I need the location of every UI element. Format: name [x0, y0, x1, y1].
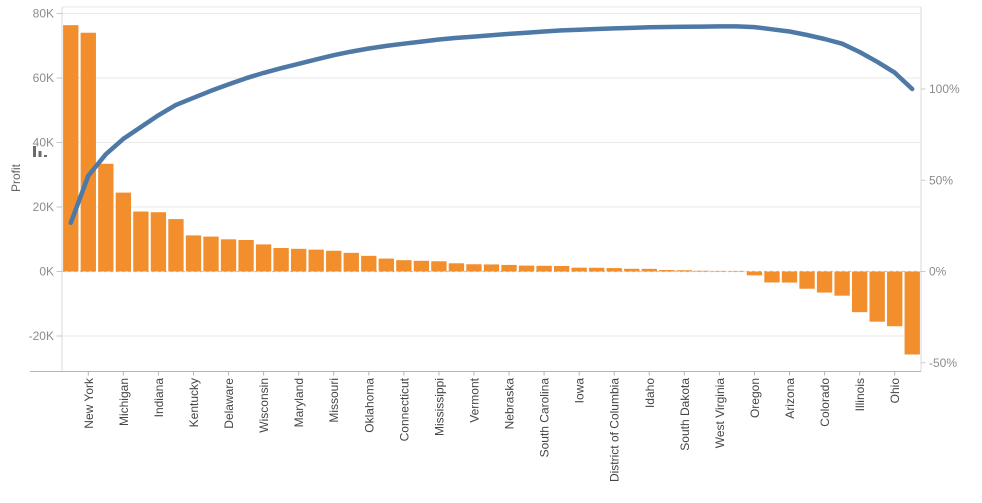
x-axis-state-label[interactable]: Arizona: [783, 378, 797, 419]
right-tick-label: -50%: [929, 356, 957, 370]
profit-bar[interactable]: [589, 267, 605, 272]
profit-bar[interactable]: [799, 271, 815, 289]
profit-bar[interactable]: [238, 239, 254, 272]
x-axis-state-label[interactable]: Vermont: [467, 377, 481, 422]
x-axis-state-label[interactable]: South Carolina: [538, 378, 552, 458]
profit-bar[interactable]: [203, 236, 219, 272]
profit-bar[interactable]: [676, 270, 693, 272]
x-axis-state-label[interactable]: Kentucky: [187, 378, 201, 427]
right-tick-label: 50%: [929, 173, 953, 187]
profit-bar[interactable]: [641, 268, 657, 272]
profit-bar[interactable]: [606, 268, 622, 272]
left-tick-label: 0K: [39, 265, 54, 279]
profit-bar[interactable]: [501, 264, 517, 272]
cumulative-percent-line[interactable]: [68, 24, 915, 226]
profit-bar[interactable]: [729, 270, 745, 272]
profit-bar[interactable]: [659, 270, 675, 272]
profit-bar[interactable]: [98, 163, 114, 272]
profit-bar[interactable]: [518, 265, 535, 272]
left-tick-label: -20K: [29, 329, 54, 343]
profit-bar[interactable]: [80, 32, 96, 272]
profit-bar[interactable]: [168, 219, 184, 272]
x-axis-state-label[interactable]: Missouri: [327, 378, 341, 423]
left-tick-label: 80K: [33, 7, 54, 21]
profit-bar[interactable]: [851, 271, 868, 313]
profit-bar[interactable]: [694, 270, 710, 272]
x-axis-state-label[interactable]: New York: [82, 377, 96, 429]
profit-bar[interactable]: [343, 252, 359, 272]
x-axis-state-label[interactable]: Delaware: [222, 378, 236, 429]
profit-bar[interactable]: [816, 271, 833, 293]
profit-bar[interactable]: [624, 268, 640, 272]
profit-bar[interactable]: [63, 25, 79, 272]
profit-bar[interactable]: [396, 260, 412, 272]
profit-bar[interactable]: [711, 270, 728, 272]
profit-bar[interactable]: [115, 192, 132, 272]
y-axis-title: Profit: [9, 163, 23, 192]
profit-bar[interactable]: [133, 211, 149, 272]
x-axis-state-label[interactable]: Illinois: [853, 378, 867, 411]
x-axis-state-label[interactable]: Oregon: [748, 378, 762, 418]
x-axis-state-label[interactable]: Michigan: [117, 378, 131, 426]
left-tick-label: 40K: [33, 136, 54, 150]
profit-bar[interactable]: [378, 258, 394, 272]
x-axis-state-label[interactable]: Maryland: [292, 378, 306, 427]
profit-bar[interactable]: [273, 248, 289, 272]
profit-bar[interactable]: [361, 255, 377, 272]
profit-bar[interactable]: [904, 271, 920, 355]
right-tick-label: 0%: [929, 265, 947, 279]
profit-bar[interactable]: [571, 267, 587, 272]
x-axis-state-label[interactable]: Oklahoma: [362, 378, 376, 433]
x-axis-state-label[interactable]: District of Columbia: [608, 378, 622, 482]
sort-descending-icon[interactable]: [33, 146, 47, 157]
x-axis-state-label[interactable]: Ohio: [888, 378, 902, 404]
x-axis-state-label[interactable]: Indiana: [152, 378, 166, 418]
x-axis-state-label[interactable]: Nebraska: [503, 378, 517, 430]
x-axis-state-label[interactable]: Mississippi: [432, 378, 446, 436]
profit-bar[interactable]: [431, 261, 447, 272]
profit-bar[interactable]: [834, 271, 850, 296]
profit-bar[interactable]: [764, 271, 780, 283]
profit-bar[interactable]: [413, 260, 430, 272]
profit-bar[interactable]: [290, 248, 307, 272]
x-axis-state-label[interactable]: Colorado: [818, 378, 832, 427]
profit-bar[interactable]: [185, 235, 202, 272]
left-tick-label: 20K: [33, 200, 54, 214]
profit-bar[interactable]: [448, 263, 465, 272]
profit-bar[interactable]: [536, 265, 552, 272]
left-tick-label: 60K: [33, 71, 54, 85]
profit-bar[interactable]: [887, 271, 903, 327]
profit-bar[interactable]: [466, 264, 482, 272]
x-axis-state-label[interactable]: Idaho: [643, 378, 657, 408]
right-tick-label: 100%: [929, 82, 960, 96]
profit-bar[interactable]: [255, 244, 272, 272]
x-axis-state-label[interactable]: West Virginia: [713, 378, 727, 449]
profit-bar[interactable]: [483, 264, 500, 272]
profit-bar[interactable]: [746, 271, 763, 276]
x-axis-state-label[interactable]: South Dakota: [678, 378, 692, 451]
profit-bar[interactable]: [781, 271, 798, 283]
profit-bar[interactable]: [150, 212, 167, 272]
x-axis-state-label[interactable]: Iowa: [573, 378, 587, 404]
profit-bar[interactable]: [869, 271, 885, 322]
profit-bar[interactable]: [308, 249, 324, 272]
profit-bar[interactable]: [220, 239, 237, 272]
profit-bar[interactable]: [553, 265, 570, 272]
x-axis-state-label[interactable]: Wisconsin: [257, 378, 271, 433]
x-axis-state-label[interactable]: Connecticut: [397, 377, 411, 441]
profit-bar[interactable]: [326, 250, 342, 272]
